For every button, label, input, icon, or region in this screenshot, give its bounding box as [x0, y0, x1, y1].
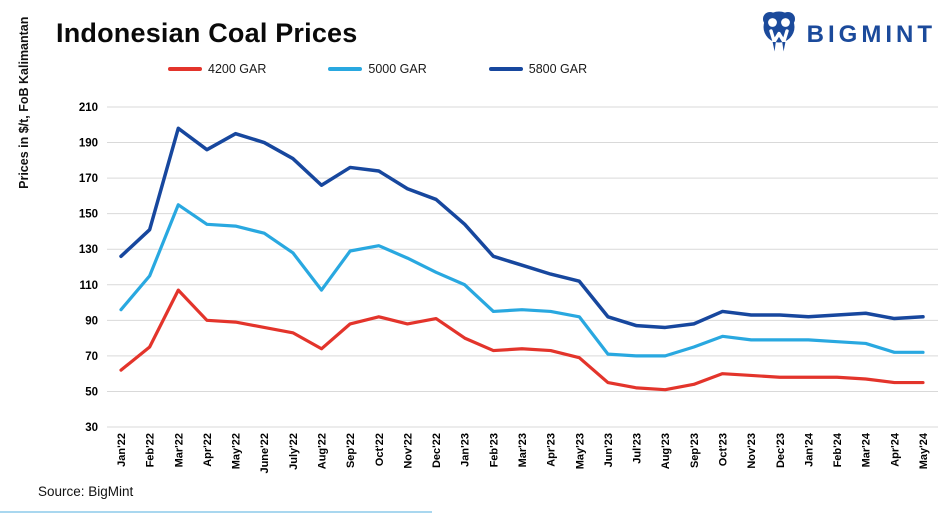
x-tick-label: Apr'23 [546, 433, 558, 467]
y-tick-label: 90 [85, 315, 98, 327]
legend-swatch-5000-gar [328, 67, 363, 71]
y-tick-label: 50 [85, 386, 98, 398]
legend-item-5000-gar: 5000 GAR [328, 62, 427, 76]
x-tick-label: Sep'23 [689, 433, 701, 468]
legend-swatch-5800-gar [488, 67, 523, 71]
x-tick-label: Aug'22 [317, 433, 329, 469]
legend-label-4200-gar: 4200 GAR [208, 62, 267, 76]
x-tick-label: Mar'23 [517, 433, 529, 467]
y-tick-label: 210 [79, 102, 98, 114]
x-tick-label: Nov'23 [746, 433, 758, 469]
x-tick-label: Apr'22 [202, 433, 214, 467]
y-tick-label: 170 [79, 173, 98, 185]
x-tick-label: Jun'23 [603, 433, 615, 467]
legend-label-5000-gar: 5000 GAR [368, 62, 427, 76]
x-tick-label: Dec'22 [431, 433, 443, 468]
x-tick-label: Sep'22 [345, 433, 357, 468]
x-tick-label: Oct'23 [718, 433, 730, 466]
bigmint-logo-text: BIGMINT [806, 20, 936, 48]
y-tick-label: 190 [79, 138, 98, 150]
x-tick-label: Mar'22 [173, 433, 185, 467]
x-tick-label: Apr'24 [889, 432, 901, 467]
x-tick-label: May'23 [574, 433, 586, 469]
legend-item-5800-gar: 5800 GAR [488, 62, 588, 76]
bigmint-logo-icon [759, 10, 799, 59]
x-tick-label: Jan'22 [116, 433, 128, 467]
source-note: Source: BigMint [38, 484, 134, 499]
y-axis-title: Prices in $/t, FoB Kalimantan [17, 16, 31, 189]
x-tick-label: May'24 [918, 432, 930, 469]
y-tick-label: 150 [79, 209, 98, 221]
x-tick-label: Feb'23 [488, 433, 500, 467]
chart-legend: 4200 GAR 5000 GAR 5800 GAR [168, 62, 587, 76]
y-tick-label: 130 [79, 244, 98, 256]
page-title: Indonesian Coal Prices [56, 18, 358, 48]
x-tick-label: Aug'23 [660, 433, 672, 469]
x-tick-label: Feb'24 [832, 432, 844, 467]
series-line-5800-gar [119, 126, 925, 330]
x-tick-label: Nov'22 [402, 433, 414, 469]
legend-item-4200-gar: 4200 GAR [168, 62, 266, 76]
x-tick-label: Mar'24 [861, 432, 873, 467]
y-tick-label: 110 [79, 280, 98, 292]
series-line-4200-gar [119, 288, 925, 392]
legend-label-5800-gar: 5800 GAR [528, 62, 588, 76]
bottom-accent-line [0, 511, 432, 513]
x-tick-label: July'22 [288, 433, 300, 470]
legend-swatch-4200-gar [168, 67, 202, 71]
x-tick-label: Dec'23 [775, 433, 787, 468]
y-tick-label: 30 [85, 422, 98, 434]
x-tick-label: Feb'22 [145, 433, 157, 467]
x-tick-label: June'22 [259, 433, 271, 474]
bigmint-logo: BIGMINT [759, 10, 936, 59]
y-tick-label: 70 [85, 351, 98, 363]
x-tick-label: Jan'24 [803, 432, 815, 467]
x-tick-label: May'22 [231, 433, 243, 469]
x-tick-label: Jul'23 [632, 433, 644, 464]
series-line-5000-gar [119, 203, 925, 358]
x-tick-label: Jan'23 [460, 433, 472, 467]
x-tick-label: Oct'22 [374, 433, 386, 466]
